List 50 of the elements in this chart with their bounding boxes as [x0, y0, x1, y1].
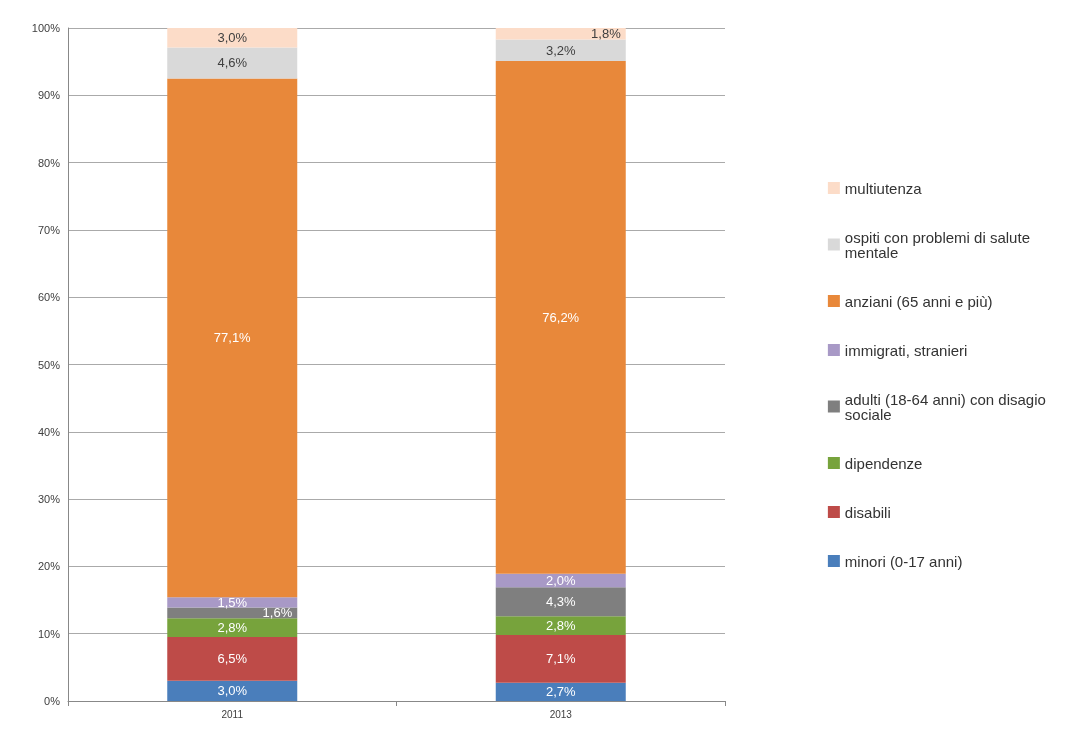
data-label: 4,6%	[217, 55, 248, 71]
legend-label: ospiti con problemi di salute mentale	[844, 228, 1035, 261]
bar	[495, 682, 626, 701]
data-label: 2,8%	[545, 618, 576, 634]
y-tick-label: 90%	[37, 89, 61, 102]
y-tick-label: 20%	[37, 560, 61, 573]
data-label: 2,8%	[217, 620, 248, 636]
bar	[167, 618, 298, 638]
data-label: 3,0%	[217, 30, 248, 46]
bar	[167, 47, 298, 79]
bar	[167, 28, 298, 48]
y-tick-label: 40%	[37, 425, 61, 438]
bar	[495, 39, 626, 61]
x-tick-label: 2011	[221, 708, 244, 720]
bar	[495, 60, 626, 574]
data-label: 77,1%	[213, 330, 252, 346]
bar	[167, 637, 298, 681]
bar	[495, 587, 626, 617]
x-tick-label: 2013	[549, 708, 573, 720]
data-label: 6,5%	[217, 651, 248, 667]
legend-label: adulti (18-64 anni) con disagio sociale	[844, 390, 1051, 423]
legend-label: multiutenza	[844, 179, 923, 197]
y-tick-label: 80%	[37, 156, 61, 169]
legend-label: minori (0-17 anni)	[844, 552, 963, 570]
data-label: 3,0%	[217, 683, 248, 699]
legend-label: dipendenze	[844, 454, 923, 472]
data-label: 4,3%	[545, 594, 576, 610]
data-label: 3,2%	[545, 42, 576, 58]
bar	[495, 616, 626, 636]
data-label: 76,2%	[542, 309, 580, 325]
bar	[167, 78, 298, 598]
y-tick-label: 60%	[37, 291, 61, 304]
legend-label: disabili	[844, 503, 891, 521]
bar	[495, 635, 626, 683]
y-tick-label: 100%	[31, 22, 61, 34]
data-label: 1,5%	[217, 594, 248, 610]
legend-label: immigrati, stranieri	[844, 341, 968, 359]
y-tick-label: 30%	[37, 493, 61, 506]
data-label: 7,1%	[545, 651, 576, 667]
bar	[167, 607, 298, 619]
y-tick-label: 50%	[37, 358, 61, 371]
data-label: 1,6%	[262, 605, 293, 621]
bar	[167, 680, 298, 701]
y-tick-label: 0%	[44, 695, 61, 707]
y-tick-label: 70%	[37, 223, 61, 236]
data-label: 2,7%	[545, 684, 576, 700]
data-label: 2,0%	[545, 573, 576, 589]
y-tick-label: 10%	[37, 627, 61, 640]
data-label: 1,8%	[591, 26, 622, 42]
legend-label: anziani (65 anni e più)	[844, 292, 993, 310]
